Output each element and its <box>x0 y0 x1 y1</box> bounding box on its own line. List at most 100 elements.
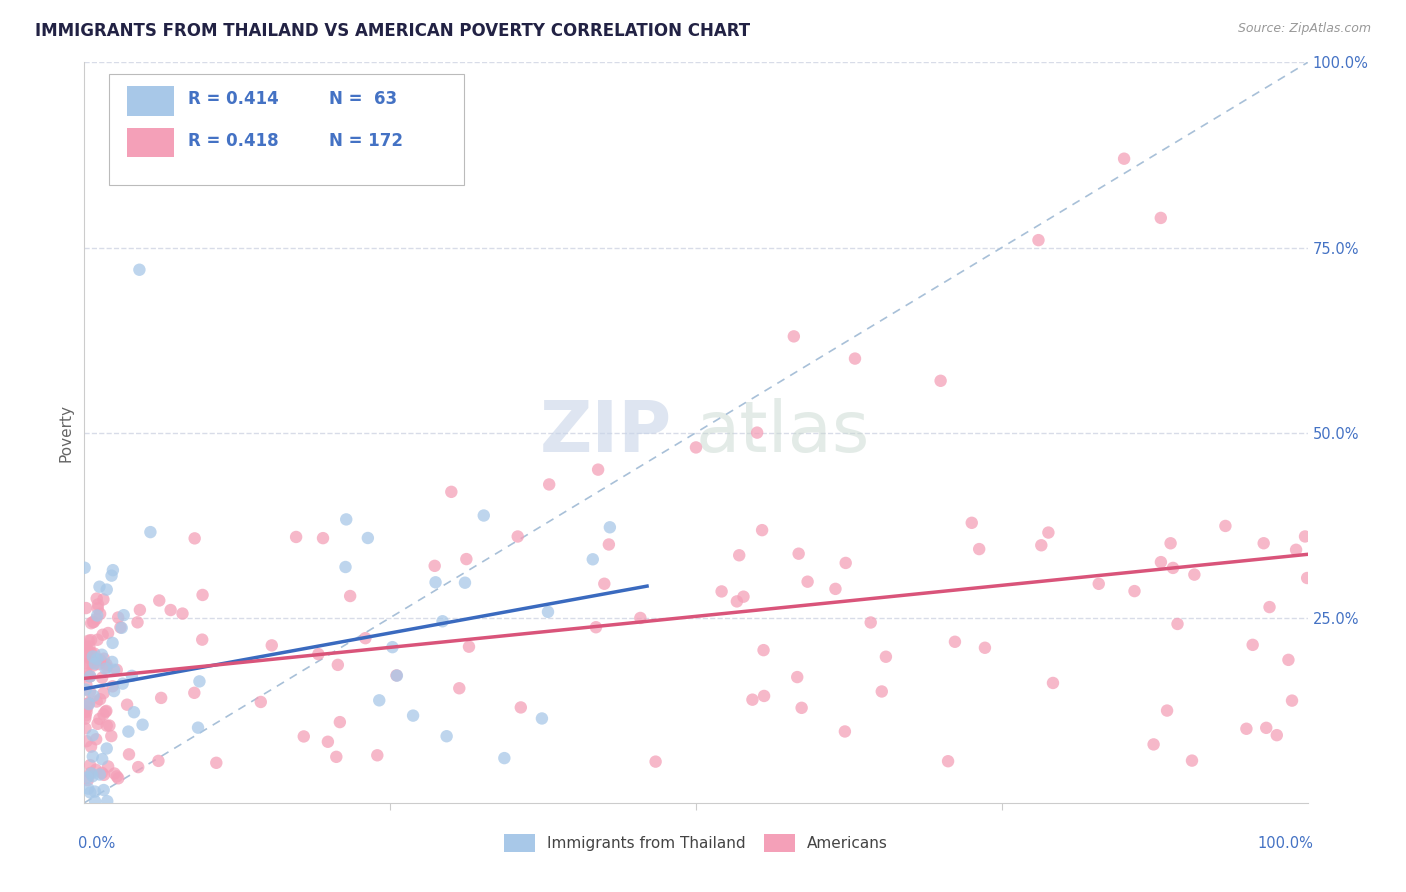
Point <box>339 589 361 603</box>
Point <box>77 781 100 796</box>
Point <box>90 653 112 667</box>
Point <box>943 634 966 648</box>
Point <box>91 752 114 766</box>
Point <box>440 484 463 499</box>
Point <box>599 520 621 534</box>
Point <box>148 593 170 607</box>
Point <box>100 729 122 743</box>
Point <box>824 582 846 596</box>
Point <box>1161 561 1184 575</box>
Point <box>582 552 605 566</box>
Legend: Immigrants from Thailand, Americans: Immigrants from Thailand, Americans <box>498 829 894 858</box>
Point <box>84 732 107 747</box>
Point <box>105 769 128 783</box>
Point <box>1253 536 1275 550</box>
Point <box>456 552 478 566</box>
Point <box>101 655 124 669</box>
Point <box>80 645 103 659</box>
Point <box>103 684 125 698</box>
Point <box>73 705 96 719</box>
Point <box>967 542 990 557</box>
Point <box>796 574 818 589</box>
Point <box>1150 555 1173 569</box>
Point <box>402 708 425 723</box>
Point <box>82 615 104 629</box>
Point <box>107 772 129 786</box>
Point <box>93 783 115 797</box>
Point <box>101 563 124 577</box>
Point <box>191 632 214 647</box>
Point <box>1265 728 1288 742</box>
Point <box>936 754 959 768</box>
Text: IMMIGRANTS FROM THAILAND VS AMERICAN POVERTY CORRELATION CHART: IMMIGRANTS FROM THAILAND VS AMERICAN POV… <box>35 22 751 40</box>
Point <box>93 651 115 665</box>
Point <box>75 722 97 736</box>
Point <box>537 605 560 619</box>
Point <box>79 758 101 772</box>
Point <box>79 766 101 780</box>
Point <box>787 547 810 561</box>
Point <box>117 724 139 739</box>
Bar <box>127 87 174 116</box>
Point <box>1028 233 1050 247</box>
Point <box>1236 722 1258 736</box>
Point <box>454 575 477 590</box>
Point <box>385 668 408 682</box>
Point <box>94 705 117 719</box>
Point <box>79 669 101 683</box>
Point <box>87 601 110 615</box>
Point <box>91 628 114 642</box>
Point <box>93 707 115 722</box>
Text: ZIP: ZIP <box>540 398 672 467</box>
Point <box>75 647 97 661</box>
Point <box>86 632 108 647</box>
Point <box>90 648 112 662</box>
Point <box>112 608 135 623</box>
Point <box>77 696 100 710</box>
Point <box>82 728 104 742</box>
Point <box>121 669 143 683</box>
Point <box>598 537 620 551</box>
Point <box>107 610 129 624</box>
Point <box>96 657 118 672</box>
Point <box>449 681 471 696</box>
Point <box>86 591 108 606</box>
Point <box>1258 600 1281 615</box>
Point <box>285 530 308 544</box>
Point <box>76 697 98 711</box>
Point <box>89 692 111 706</box>
Point <box>75 682 97 697</box>
Point <box>131 717 153 731</box>
Point <box>1123 584 1146 599</box>
Point <box>741 692 763 706</box>
Point <box>326 657 349 672</box>
Point <box>82 769 104 783</box>
Point <box>111 621 134 635</box>
Point <box>368 693 391 707</box>
Point <box>329 715 352 730</box>
Point <box>1150 211 1173 225</box>
Text: R = 0.414: R = 0.414 <box>188 90 278 109</box>
Point <box>96 704 118 718</box>
Point <box>86 717 108 731</box>
Point <box>84 784 107 798</box>
Point <box>752 689 775 703</box>
Point <box>325 749 347 764</box>
Point <box>585 620 607 634</box>
Point <box>73 639 96 653</box>
Point <box>76 657 98 671</box>
Point <box>834 724 856 739</box>
Point <box>710 584 733 599</box>
Point <box>366 748 388 763</box>
Point <box>96 582 118 597</box>
Point <box>110 620 132 634</box>
Point <box>747 425 769 440</box>
Point <box>1038 525 1060 540</box>
Point <box>82 649 104 664</box>
Point <box>96 660 118 674</box>
Point <box>458 640 481 654</box>
Point <box>84 612 107 626</box>
Point <box>86 694 108 708</box>
Point <box>316 735 339 749</box>
Point <box>76 773 98 788</box>
